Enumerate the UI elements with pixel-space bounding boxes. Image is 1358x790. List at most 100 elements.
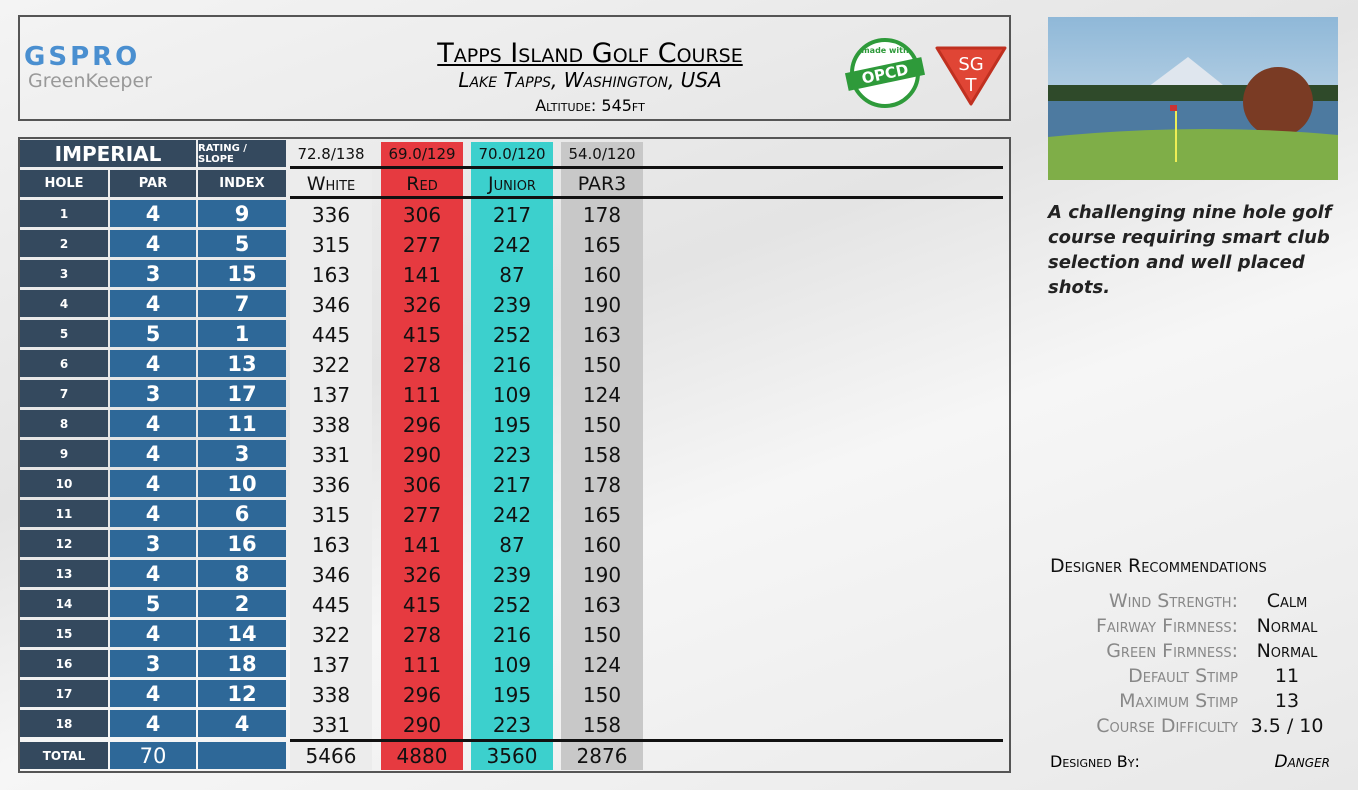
tee-column: [471, 169, 553, 770]
hole-index: 8: [198, 560, 286, 587]
hole-par: 4: [110, 230, 196, 257]
hole-par: 4: [110, 500, 196, 527]
tee-column: [381, 169, 463, 770]
yardage: 190: [582, 563, 622, 587]
hole-index: 11: [198, 410, 286, 437]
hole-number: 15: [20, 620, 108, 647]
recommendation-value: Normal: [1256, 639, 1318, 662]
yardage: 160: [582, 263, 622, 287]
hole-number: 16: [20, 650, 108, 677]
yardage: 336: [311, 473, 351, 497]
tee-rating: 69.0/129: [381, 142, 463, 166]
yardage: 150: [582, 353, 622, 377]
yardage: 326: [402, 563, 442, 587]
hole-par: 4: [110, 440, 196, 467]
total-yardage: 5466: [305, 743, 357, 768]
yardage: 315: [311, 503, 351, 527]
tee-rating: 70.0/120: [471, 142, 553, 166]
yardage: 242: [492, 503, 532, 527]
yardage: 338: [311, 413, 351, 437]
recommendation-value: 3.5 / 10: [1250, 714, 1324, 737]
hole-number: 11: [20, 500, 108, 527]
yardage: 445: [311, 323, 351, 347]
yardage: 252: [492, 593, 532, 617]
total-yardage: 3560: [486, 743, 538, 768]
unit-header: IMPERIAL: [20, 140, 196, 167]
column-header: PAR: [110, 170, 196, 197]
column-header: HOLE: [20, 170, 108, 197]
yardage: 217: [492, 203, 532, 227]
yardage: 239: [492, 293, 532, 317]
total-par: 70: [110, 742, 196, 769]
hole-number: 7: [20, 380, 108, 407]
yardage: 216: [492, 623, 532, 647]
yardage: 277: [402, 503, 442, 527]
yardage: 415: [402, 593, 442, 617]
made-with: made with: [861, 46, 909, 55]
recommendation-label: Course Difficulty: [1096, 714, 1238, 737]
hole-par: 4: [110, 710, 196, 737]
yardage: 163: [582, 593, 622, 617]
hole-par: 3: [110, 380, 196, 407]
yardage: 445: [311, 593, 351, 617]
rule: [290, 196, 1003, 199]
yardage: 163: [582, 323, 622, 347]
yardage: 163: [311, 533, 351, 557]
yardage: 326: [402, 293, 442, 317]
hole-number: 8: [20, 410, 108, 437]
hole-number: 12: [20, 530, 108, 557]
hole-index: 9: [198, 200, 286, 227]
yardage: 160: [582, 533, 622, 557]
yardage: 216: [492, 353, 532, 377]
yardage: 415: [402, 323, 442, 347]
badges: made with OPCD SG T: [844, 38, 1007, 108]
recommendation-value: 11: [1274, 664, 1300, 687]
yardage: 338: [311, 683, 351, 707]
course-photo: [1048, 17, 1338, 180]
hole-index: 2: [198, 590, 286, 617]
yardage: 87: [499, 533, 525, 557]
yardage: 163: [311, 263, 351, 287]
yardage: 322: [311, 623, 351, 647]
yardage: 223: [492, 713, 532, 737]
yardage: 158: [582, 443, 622, 467]
course-location: Lake Tapps, Washington, USA: [458, 68, 722, 92]
total-label: TOTAL: [20, 742, 108, 769]
hole-index: 15: [198, 260, 286, 287]
yardage: 178: [582, 473, 622, 497]
hole-number: 4: [20, 290, 108, 317]
recommendation-value: Calm: [1266, 589, 1308, 612]
hole-number: 14: [20, 590, 108, 617]
hole-number: 5: [20, 320, 108, 347]
yardage: 190: [582, 293, 622, 317]
table-box: [18, 137, 1011, 773]
hole-index: 12: [198, 680, 286, 707]
rule: [290, 166, 1003, 169]
hole-par: 3: [110, 530, 196, 557]
hole-par: 5: [110, 590, 196, 617]
yardage: 296: [402, 413, 442, 437]
hole-par: 3: [110, 650, 196, 677]
yardage: 278: [402, 623, 442, 647]
hole-index: 13: [198, 350, 286, 377]
recommendation-label: Wind Strength:: [1108, 589, 1238, 612]
yardage: 195: [492, 413, 532, 437]
yardage: 150: [582, 413, 622, 437]
hole-index: 6: [198, 500, 286, 527]
hole-index: 7: [198, 290, 286, 317]
hole-par: 4: [110, 290, 196, 317]
hole-index: 3: [198, 440, 286, 467]
total-yardage: 4880: [396, 743, 448, 768]
hole-par: 3: [110, 260, 196, 287]
hole-number: 1: [20, 200, 108, 227]
logo-brand: GSPRO: [24, 42, 141, 72]
hole-number: 10: [20, 470, 108, 497]
yardage: 141: [402, 263, 442, 287]
yardage: 111: [402, 383, 442, 407]
hole-number: 6: [20, 350, 108, 377]
tee-column: [561, 169, 643, 770]
yardage: 306: [402, 203, 442, 227]
yardage: 252: [492, 323, 532, 347]
hole-par: 5: [110, 320, 196, 347]
